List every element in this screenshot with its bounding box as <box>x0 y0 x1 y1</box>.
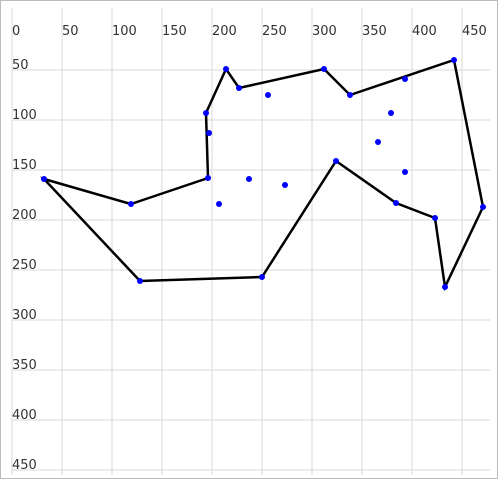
point <box>259 274 265 280</box>
x-tick-label: 400 <box>412 24 437 39</box>
point <box>333 158 339 164</box>
y-tick-label: 400 <box>12 408 37 423</box>
x-tick-label: 350 <box>362 24 387 39</box>
x-tick-label: 300 <box>312 24 337 39</box>
point <box>41 176 47 182</box>
point <box>206 130 212 136</box>
point <box>128 201 134 207</box>
point <box>236 85 242 91</box>
x-tick-label: 150 <box>162 24 187 39</box>
point <box>203 110 209 116</box>
point <box>393 200 399 206</box>
point <box>265 92 271 98</box>
point <box>321 66 327 72</box>
point <box>216 201 222 207</box>
point <box>388 110 394 116</box>
point <box>432 215 438 221</box>
y-tick-label: 450 <box>12 458 37 473</box>
point <box>375 139 381 145</box>
y-tick-label: 350 <box>12 358 37 373</box>
y-tick-label: 250 <box>12 258 37 273</box>
point <box>442 284 448 290</box>
y-tick-label: 150 <box>12 158 37 173</box>
point <box>246 176 252 182</box>
point <box>137 278 143 284</box>
grid: 0 50 100 150 200 250 300 350 400 450 50 100 150 200 25… <box>11 8 490 475</box>
marks <box>39 57 486 292</box>
x-tick-label: 250 <box>262 24 287 39</box>
y-tick-label: 50 <box>12 58 29 73</box>
x-tick-label: 200 <box>212 24 237 39</box>
point <box>480 204 486 210</box>
point <box>347 92 353 98</box>
point <box>223 66 229 72</box>
x-tick-label: 450 <box>462 24 487 39</box>
point <box>451 57 457 63</box>
y-tick-label: 300 <box>12 308 37 323</box>
x-tick-label: 50 <box>62 24 79 39</box>
point <box>402 169 408 175</box>
y-tick-label: 100 <box>12 108 37 123</box>
x-tick-label: 100 <box>112 24 137 39</box>
x-tick-label: 0 <box>12 24 20 39</box>
point <box>205 175 211 181</box>
point <box>282 182 288 188</box>
y-tick-label: 200 <box>12 208 37 223</box>
point <box>402 76 408 82</box>
